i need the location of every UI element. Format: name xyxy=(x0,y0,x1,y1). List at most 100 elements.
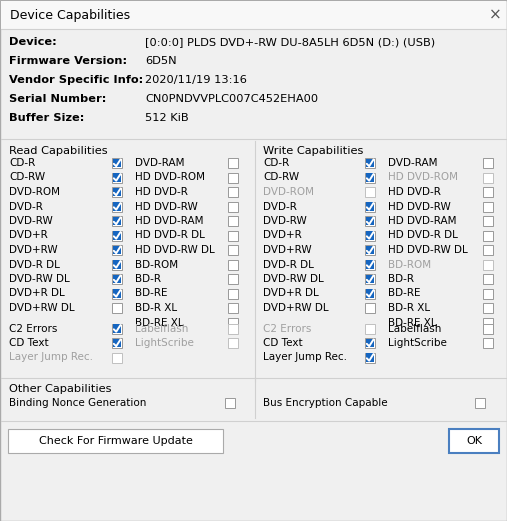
Bar xyxy=(483,317,493,328)
Bar xyxy=(483,172,493,182)
Text: Write Capabilities: Write Capabilities xyxy=(263,146,364,156)
Text: DVD-RW: DVD-RW xyxy=(9,216,53,226)
Text: CD-R: CD-R xyxy=(263,158,289,168)
Bar xyxy=(228,338,238,348)
Bar xyxy=(365,259,375,269)
Text: Labelflash: Labelflash xyxy=(388,324,442,333)
Bar xyxy=(483,187,493,197)
Bar xyxy=(225,398,235,408)
Text: HD DVD-RAM: HD DVD-RAM xyxy=(135,216,203,226)
Text: Other Capabilities: Other Capabilities xyxy=(9,384,112,394)
Bar xyxy=(366,275,374,283)
Bar xyxy=(483,202,493,212)
Bar xyxy=(113,159,121,167)
Text: HD DVD-RAM: HD DVD-RAM xyxy=(388,216,456,226)
Bar xyxy=(112,274,122,284)
Bar xyxy=(112,289,122,299)
Text: [0:0:0] PLDS DVD+-RW DU-8A5LH 6D5N (D:) (USB): [0:0:0] PLDS DVD+-RW DU-8A5LH 6D5N (D:) … xyxy=(145,37,435,47)
Text: DVD-RAM: DVD-RAM xyxy=(135,158,185,168)
Bar xyxy=(112,187,122,197)
Text: DVD-R DL: DVD-R DL xyxy=(9,259,60,269)
Bar xyxy=(365,187,375,197)
Text: Buffer Size:: Buffer Size: xyxy=(9,113,84,123)
Bar xyxy=(1,1,506,29)
Bar xyxy=(113,217,121,225)
Text: DVD+R DL: DVD+R DL xyxy=(9,289,65,299)
Bar xyxy=(113,339,121,347)
Bar xyxy=(228,324,238,333)
Bar xyxy=(112,245,122,255)
Bar xyxy=(366,353,374,362)
Bar xyxy=(483,259,493,269)
Bar xyxy=(112,259,122,269)
Bar xyxy=(113,324,121,333)
Bar xyxy=(228,172,238,182)
Bar xyxy=(113,246,121,254)
Text: Binding Nonce Generation: Binding Nonce Generation xyxy=(9,398,147,408)
Text: C2 Errors: C2 Errors xyxy=(263,324,311,333)
Bar xyxy=(366,159,374,167)
Text: C2 Errors: C2 Errors xyxy=(9,324,57,333)
Bar xyxy=(483,245,493,255)
Bar xyxy=(228,158,238,168)
Bar xyxy=(483,158,493,168)
Text: CD-RW: CD-RW xyxy=(263,172,299,182)
Bar xyxy=(112,230,122,241)
Bar xyxy=(228,303,238,313)
Text: HD DVD-RW DL: HD DVD-RW DL xyxy=(135,245,215,255)
Bar xyxy=(483,324,493,333)
Bar xyxy=(228,187,238,197)
Text: DVD+RW: DVD+RW xyxy=(9,245,58,255)
Text: DVD+R: DVD+R xyxy=(263,230,302,241)
Bar xyxy=(365,158,375,168)
Text: HD DVD-R DL: HD DVD-R DL xyxy=(388,230,458,241)
Text: BD-R XL: BD-R XL xyxy=(135,303,177,313)
Text: DVD-RW DL: DVD-RW DL xyxy=(263,274,324,284)
Bar xyxy=(113,275,121,283)
Text: DVD-R: DVD-R xyxy=(263,202,297,212)
Bar xyxy=(365,216,375,226)
Text: Layer Jump Rec.: Layer Jump Rec. xyxy=(263,353,347,363)
Text: BD-ROM: BD-ROM xyxy=(388,259,431,269)
Bar xyxy=(366,289,374,297)
Text: HD DVD-RW: HD DVD-RW xyxy=(388,202,451,212)
Text: Serial Number:: Serial Number: xyxy=(9,94,106,104)
Bar xyxy=(483,289,493,299)
Text: DVD-ROM: DVD-ROM xyxy=(263,187,314,197)
Bar xyxy=(365,245,375,255)
Bar xyxy=(365,274,375,284)
Bar xyxy=(365,338,375,348)
Bar xyxy=(112,324,122,333)
Text: DVD-R DL: DVD-R DL xyxy=(263,259,314,269)
Text: BD-R: BD-R xyxy=(135,274,161,284)
Bar xyxy=(365,324,375,333)
Bar xyxy=(475,398,485,408)
Bar xyxy=(483,216,493,226)
Text: CD Text: CD Text xyxy=(263,338,303,348)
Bar xyxy=(113,202,121,210)
Text: 512 KiB: 512 KiB xyxy=(145,113,189,123)
Bar xyxy=(366,339,374,347)
Bar xyxy=(113,188,121,196)
Text: HD DVD-ROM: HD DVD-ROM xyxy=(388,172,458,182)
Text: BD-R: BD-R xyxy=(388,274,414,284)
Bar xyxy=(449,429,499,453)
Text: DVD-ROM: DVD-ROM xyxy=(9,187,60,197)
Text: BD-ROM: BD-ROM xyxy=(135,259,178,269)
Text: DVD-R: DVD-R xyxy=(9,202,43,212)
Text: Firmware Version:: Firmware Version: xyxy=(9,56,127,66)
Bar xyxy=(112,202,122,212)
Bar xyxy=(112,158,122,168)
Bar xyxy=(365,230,375,241)
Bar xyxy=(366,217,374,225)
Text: HD DVD-RW: HD DVD-RW xyxy=(135,202,198,212)
Text: OK: OK xyxy=(466,436,482,446)
Bar xyxy=(228,202,238,212)
Text: BD-RE: BD-RE xyxy=(135,289,167,299)
Text: DVD-RW: DVD-RW xyxy=(263,216,307,226)
Text: CD-RW: CD-RW xyxy=(9,172,45,182)
Bar xyxy=(112,303,122,313)
Text: Labelflash: Labelflash xyxy=(135,324,189,333)
Bar xyxy=(228,274,238,284)
Text: Layer Jump Rec.: Layer Jump Rec. xyxy=(9,353,93,363)
